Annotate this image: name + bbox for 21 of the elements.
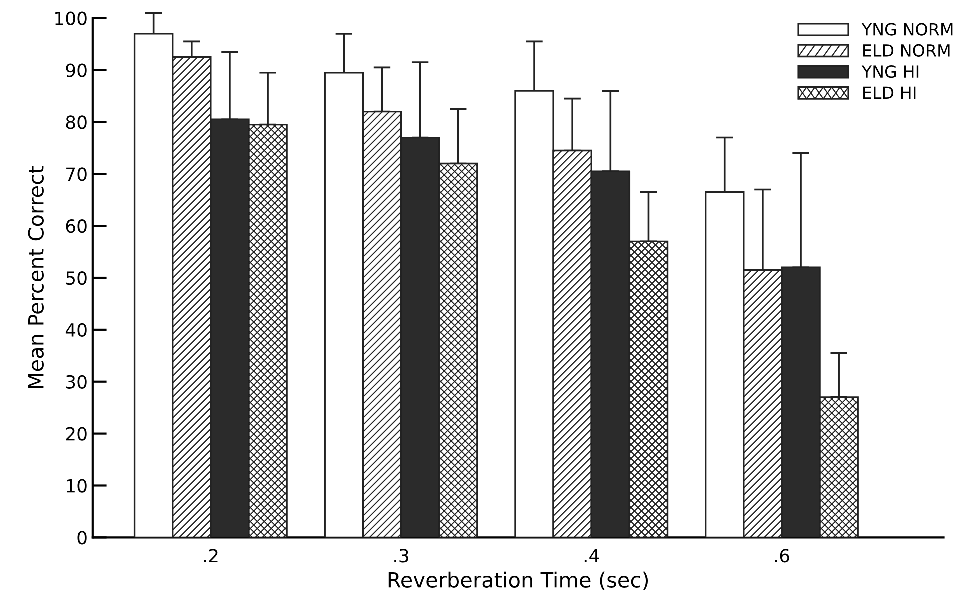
y-tick-label: 40: [66, 323, 87, 338]
y-tick-label: 80: [66, 116, 87, 130]
y-tick-label: 60: [66, 220, 87, 234]
y-tick-label: 70: [66, 168, 87, 182]
y-tick-label: 10: [67, 479, 87, 493]
y-tick-label: 50: [66, 271, 87, 286]
legend-label: YNG HI: [862, 66, 919, 78]
x-tick-label: .3: [394, 549, 408, 563]
legend-label: ELD NORM: [864, 44, 950, 57]
x-axis-title: Reverberation Time (sec): [388, 572, 648, 590]
y-axis-title: Mean Percent Correct: [28, 166, 44, 388]
x-tick-label: .2: [204, 549, 218, 563]
y-tick-label: 20: [66, 427, 87, 441]
legend-label: ELD HI: [864, 86, 916, 99]
legend-label: YNG NORM: [862, 23, 953, 36]
x-tick-label: .6: [775, 549, 790, 563]
y-tick-label: 100: [56, 12, 87, 26]
y-tick-label: 30: [66, 375, 87, 389]
y-tick-label: 0: [78, 531, 87, 545]
x-tick-label: .4: [584, 549, 600, 563]
y-tick-label: 90: [66, 64, 87, 78]
